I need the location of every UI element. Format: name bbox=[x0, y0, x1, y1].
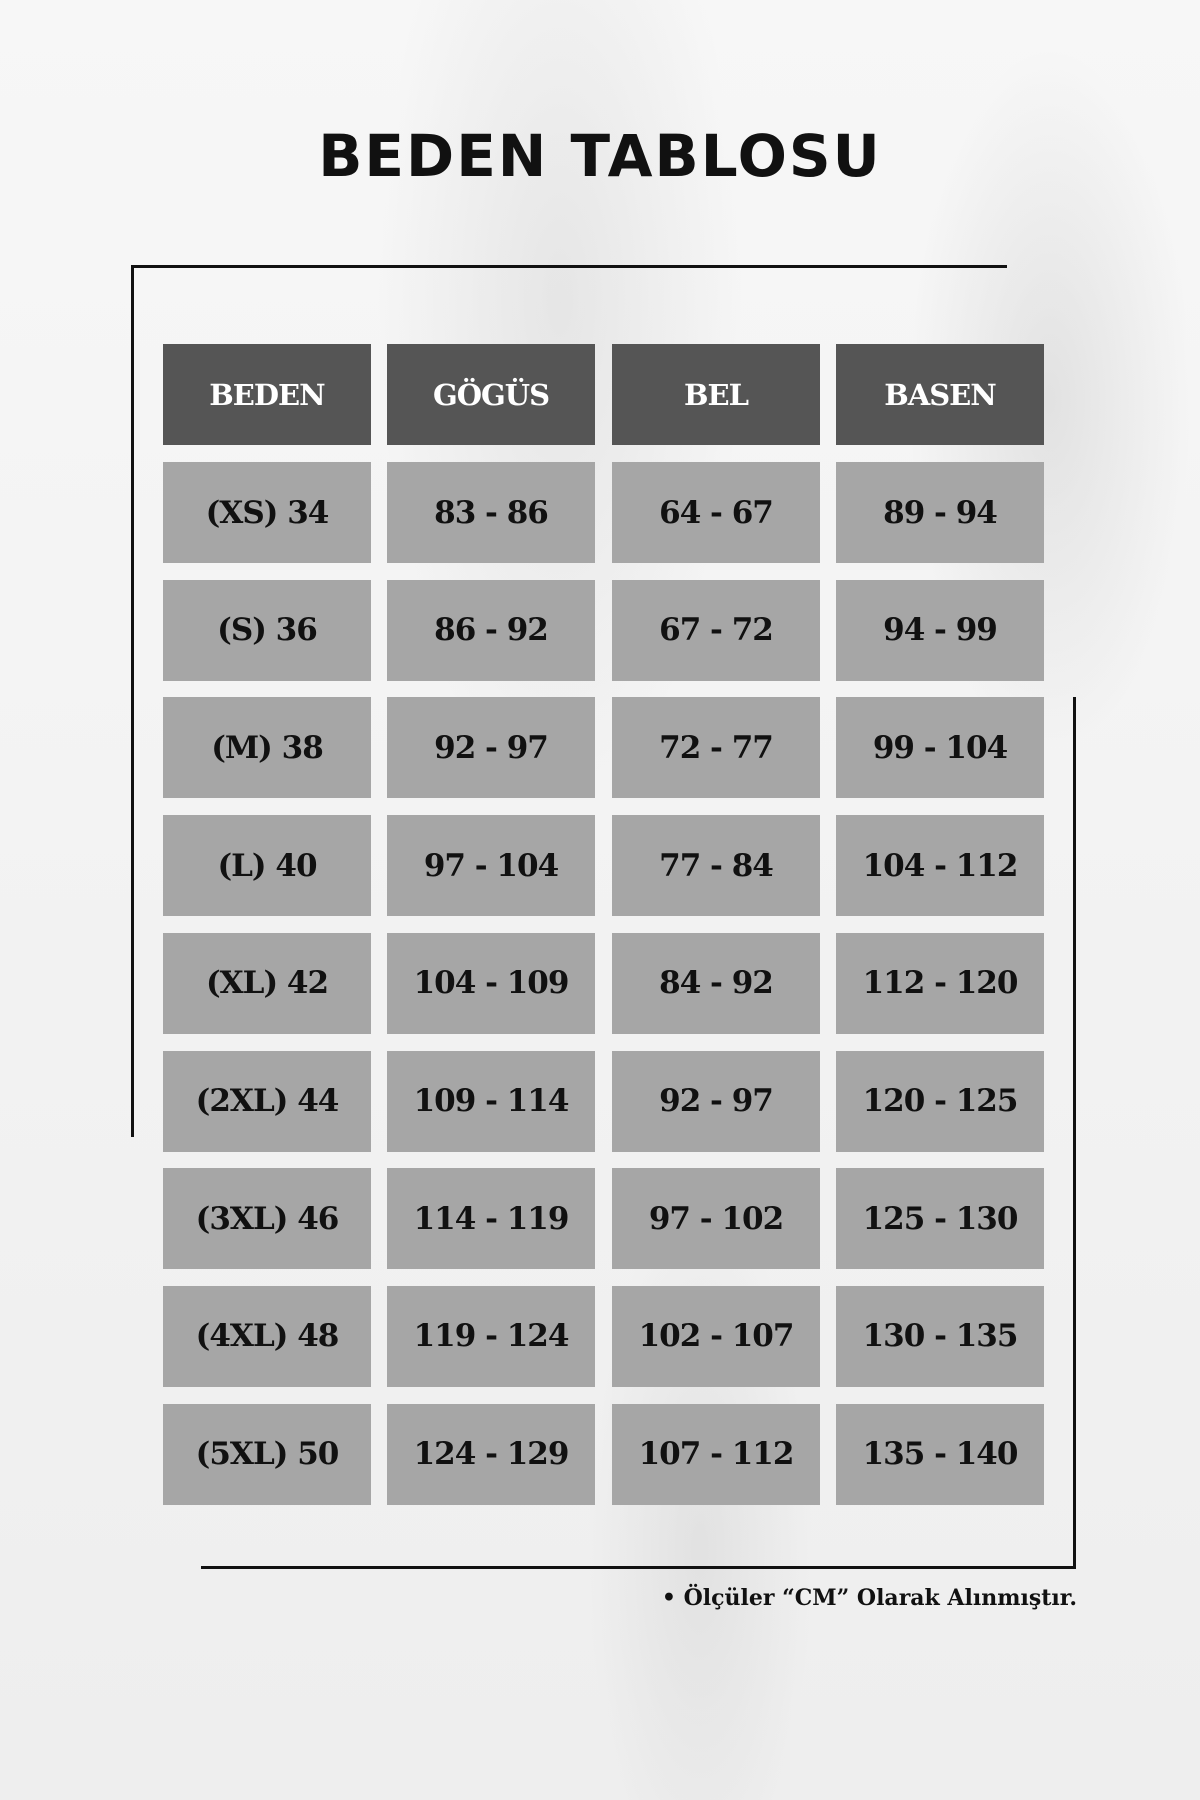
cell-waist: 84 - 92 bbox=[612, 932, 820, 1034]
cell-waist: 67 - 72 bbox=[612, 579, 820, 681]
page-title: BEDEN TABLOSU bbox=[318, 122, 882, 190]
cell-chest: 109 - 114 bbox=[387, 1050, 595, 1152]
cell-chest: 104 - 109 bbox=[387, 932, 595, 1034]
cell-chest: 114 - 119 bbox=[387, 1168, 595, 1270]
cell-size: (XL) 42 bbox=[163, 932, 371, 1034]
cell-chest: 124 - 129 bbox=[387, 1403, 595, 1505]
cell-chest: 83 - 86 bbox=[387, 462, 595, 563]
header-cell-chest: GÖGÜS bbox=[387, 344, 595, 445]
cell-hip: 130 - 135 bbox=[836, 1285, 1044, 1387]
cell-hip: 135 - 140 bbox=[836, 1403, 1044, 1505]
cell-hip: 104 - 112 bbox=[836, 815, 1044, 917]
cell-waist: 97 - 102 bbox=[612, 1168, 820, 1270]
cell-size: (L) 40 bbox=[163, 815, 371, 917]
cell-hip: 112 - 120 bbox=[836, 932, 1044, 1034]
cell-waist: 102 - 107 bbox=[612, 1285, 820, 1387]
footnote: • Ölçüler “CM” Olarak Alınmıştır. bbox=[661, 1585, 1077, 1611]
cell-chest: 86 - 92 bbox=[387, 579, 595, 681]
header-cell-hip: BASEN bbox=[836, 344, 1044, 445]
frame-right-line bbox=[1073, 697, 1076, 1568]
header-cell-size: BEDEN bbox=[163, 344, 371, 445]
cell-hip: 99 - 104 bbox=[836, 697, 1044, 799]
frame-top-line bbox=[134, 265, 1007, 268]
cell-waist: 72 - 77 bbox=[612, 697, 820, 799]
frame-left-line bbox=[131, 265, 134, 1137]
cell-waist: 64 - 67 bbox=[612, 462, 820, 563]
cell-size: (3XL) 46 bbox=[163, 1168, 371, 1270]
cell-size: (M) 38 bbox=[163, 697, 371, 799]
cell-waist: 107 - 112 bbox=[612, 1403, 820, 1505]
frame-bottom-line bbox=[201, 1566, 1076, 1569]
cell-hip: 120 - 125 bbox=[836, 1050, 1044, 1152]
cell-size: (S) 36 bbox=[163, 579, 371, 681]
cell-chest: 92 - 97 bbox=[387, 697, 595, 799]
cell-hip: 89 - 94 bbox=[836, 462, 1044, 563]
cell-size: (2XL) 44 bbox=[163, 1050, 371, 1152]
cell-size: (4XL) 48 bbox=[163, 1285, 371, 1387]
cell-chest: 119 - 124 bbox=[387, 1285, 595, 1387]
cell-waist: 92 - 97 bbox=[612, 1050, 820, 1152]
header-cell-waist: BEL bbox=[612, 344, 820, 445]
cell-hip: 125 - 130 bbox=[836, 1168, 1044, 1270]
cell-waist: 77 - 84 bbox=[612, 815, 820, 917]
cell-hip: 94 - 99 bbox=[836, 579, 1044, 681]
cell-size: (XS) 34 bbox=[163, 462, 371, 563]
cell-chest: 97 - 104 bbox=[387, 815, 595, 917]
cell-size: (5XL) 50 bbox=[163, 1403, 371, 1505]
